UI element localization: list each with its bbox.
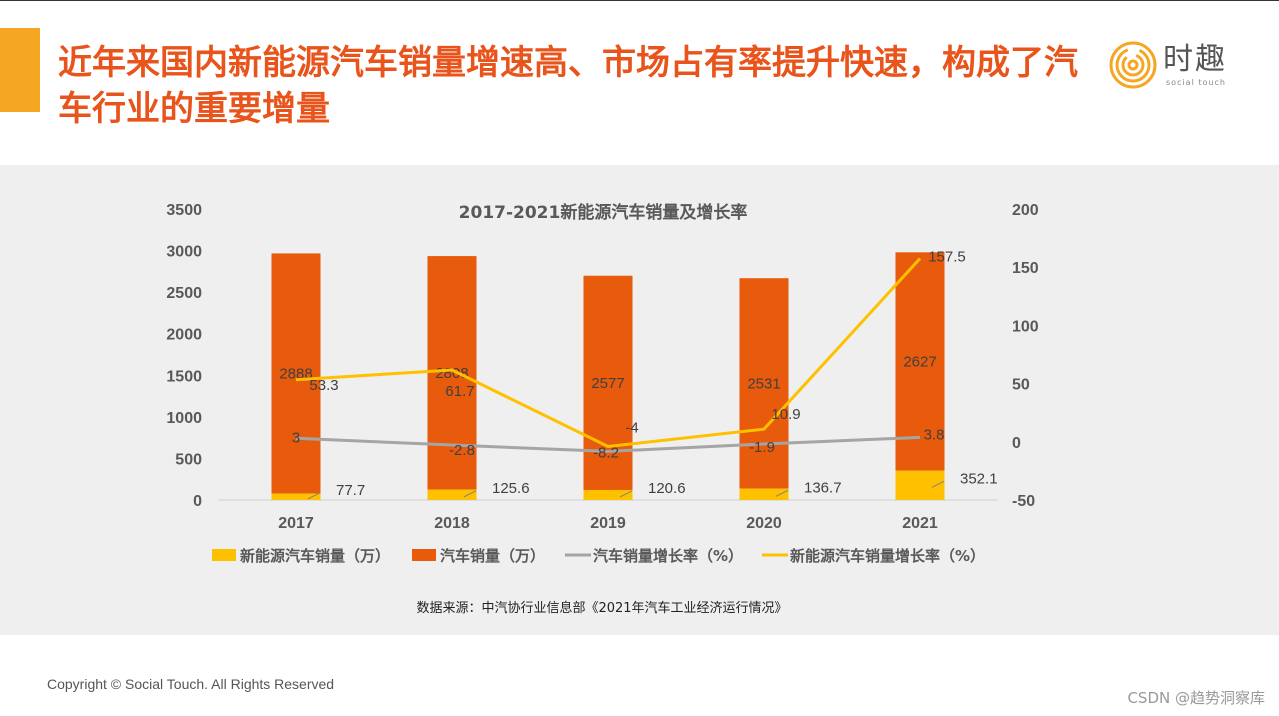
bar-nev-sales-label: 120.6 — [648, 480, 686, 497]
y-right-tick-label: -50 — [1012, 493, 1035, 510]
nev-growth-label: 10.9 — [771, 406, 800, 423]
bar-nev-sales-label: 125.6 — [492, 480, 530, 497]
chart-title: 2017-2021新能源汽车销量及增长率 — [459, 202, 748, 223]
y-left-tick-label: 3500 — [166, 202, 202, 219]
x-tick-label: 2018 — [434, 515, 470, 532]
chart-source-note: 数据来源：中汽协行业信息部《2021年汽车工业经济运行情况》 — [416, 600, 787, 616]
bar-total-sales-label: 2808 — [435, 365, 468, 382]
bar-total-sales — [583, 275, 633, 490]
total-growth-label: -2.8 — [449, 442, 475, 459]
chart-panel: 2017-2021新能源汽车销量及增长率 0 500 1000 1500 2000 250… — [0, 165, 1279, 635]
brand-logo-text: 时趣 — [1163, 42, 1227, 77]
y-left-tick-label: 1500 — [166, 368, 202, 385]
nev-label-leader — [931, 480, 945, 488]
bar-total-sales-label: 2531 — [747, 375, 780, 392]
brand-logo: 时趣 social touch — [1108, 40, 1238, 92]
bar-nev-sales — [427, 489, 477, 500]
bar-total-sales-label: 2627 — [903, 354, 936, 371]
copyright-footer: Copyright © Social Touch. All Rights Res… — [47, 676, 335, 692]
bar-nev-sales — [895, 470, 945, 500]
y-left-tick-label: 1000 — [166, 410, 202, 427]
nev-growth-label: 157.5 — [928, 248, 966, 265]
bar-nev-sales-label: 352.1 — [960, 470, 998, 487]
y-left-tick-label: 2000 — [166, 327, 202, 344]
nev-label-leader — [463, 490, 477, 498]
nev-label-leader — [619, 490, 633, 498]
legend-label: 新能源汽车销量（万） — [240, 547, 390, 565]
x-tick-label: 2020 — [746, 515, 782, 532]
bar-nev-sales — [271, 493, 321, 500]
y-left-tick-label: 0 — [193, 493, 202, 510]
bar-total-sales — [739, 278, 789, 489]
brand-logo-subtitle: social touch — [1166, 78, 1226, 87]
y-right-tick-label: 50 — [1012, 377, 1030, 394]
legend-swatch — [212, 549, 236, 561]
legend-label: 汽车销量增长率（%） — [593, 547, 743, 565]
y-right-tick-label: 0 — [1012, 435, 1021, 452]
x-tick-label: 2019 — [590, 515, 626, 532]
line-nev-growth — [295, 257, 922, 448]
y-right-tick-label: 200 — [1012, 202, 1039, 219]
page-title: 近年来国内新能源汽车销量增速高、市场占有率提升快速，构成了汽车行业的重要增量 — [58, 43, 1078, 129]
bar-total-sales — [895, 252, 945, 471]
total-growth-label: -1.9 — [749, 439, 775, 456]
legend-label: 汽车销量（万） — [440, 547, 545, 565]
bar-nev-sales — [739, 488, 789, 500]
bar-total-sales-label: 2577 — [591, 375, 624, 392]
nev-label-leader — [307, 492, 321, 500]
y-left-tick-label: 3000 — [166, 244, 202, 261]
line-total-growth — [295, 435, 921, 453]
nev-growth-label: -4 — [625, 419, 638, 436]
total-growth-label: 3.8 — [924, 426, 945, 443]
bar-total-sales — [271, 253, 321, 494]
bar-nev-sales-label: 136.7 — [804, 479, 842, 496]
legend-swatch — [412, 549, 436, 561]
y-left-tick-label: 500 — [175, 451, 202, 468]
bar-nev-sales-label: 77.7 — [336, 482, 365, 499]
nev-growth-label: 53.3 — [309, 377, 338, 394]
sales-chart: 2017-2021新能源汽车销量及增长率 0500100015002000250… — [166, 202, 1039, 616]
x-tick-label: 2017 — [278, 515, 314, 532]
y-left-tick-label: 2500 — [166, 285, 202, 302]
nev-growth-label: 61.7 — [445, 383, 474, 400]
total-growth-label: -8.2 — [593, 444, 619, 461]
top-divider — [0, 0, 1279, 1]
bar-total-sales — [427, 256, 477, 490]
watermark: CSDN @趋势洞察库 — [1127, 689, 1265, 707]
legend-label: 新能源汽车销量增长率（%） — [790, 547, 985, 565]
nev-label-leader — [775, 489, 789, 497]
brand-logo-icon — [1109, 41, 1157, 89]
total-growth-label: 3 — [292, 429, 300, 446]
y-right-tick-label: 100 — [1012, 318, 1039, 335]
title-accent-bar — [0, 28, 40, 112]
x-tick-label: 2021 — [902, 515, 938, 532]
y-right-tick-label: 150 — [1012, 260, 1039, 277]
bar-nev-sales — [583, 489, 633, 500]
